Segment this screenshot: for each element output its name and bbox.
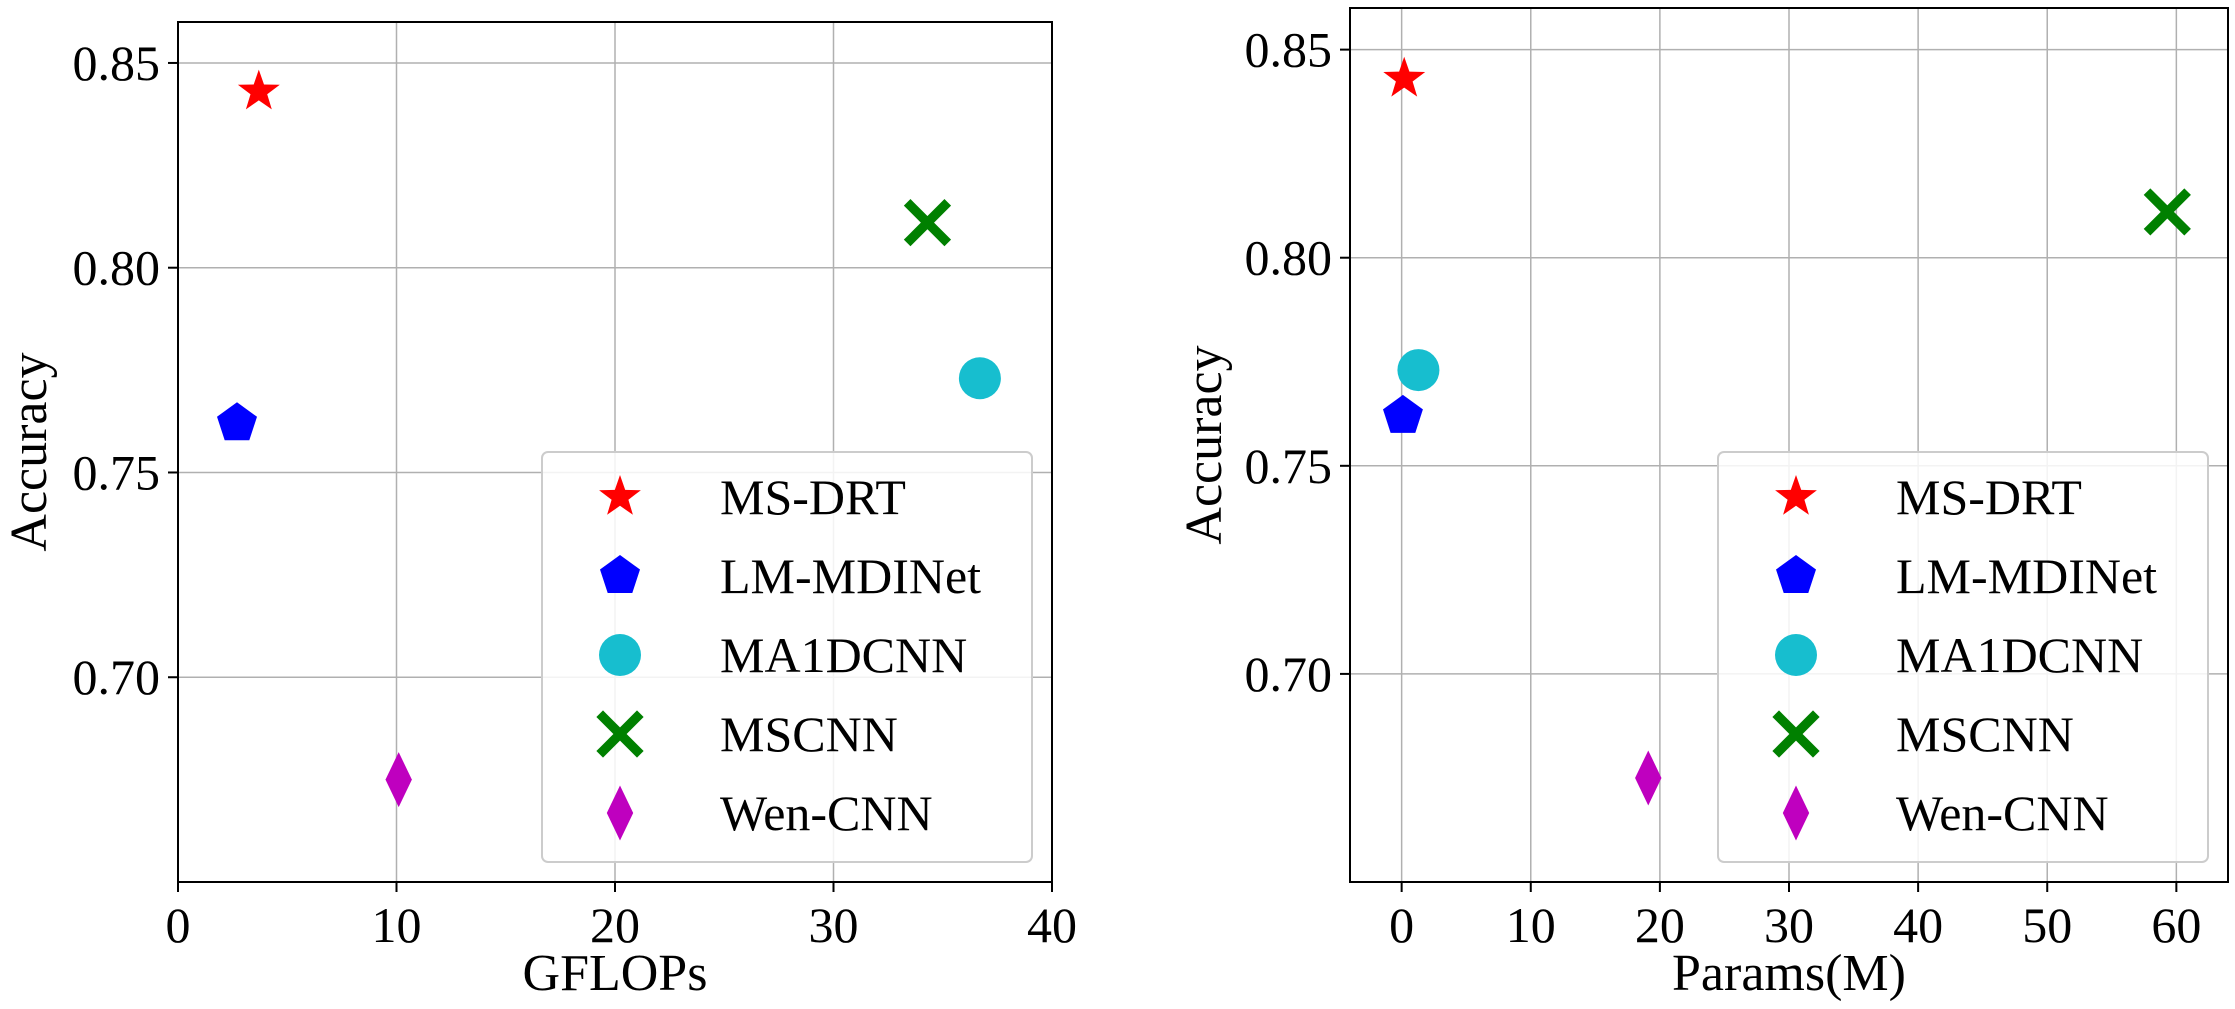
y-tick-label: 0.85 xyxy=(1245,22,1333,78)
y-tick-label: 0.80 xyxy=(73,240,161,296)
legend-marker xyxy=(1775,634,1817,676)
y-tick-label: 0.80 xyxy=(1245,230,1333,286)
x-tick-label: 40 xyxy=(1893,897,1943,953)
legend: MS-DRT LM-MDINet MA1DCNN MSCNN Wen-CNN xyxy=(541,451,1033,863)
chart-panel-1: 0 10 20 30 40 0.70 0.75 0.80 0.85 GFLOPs Accuracy M… xyxy=(1,21,1077,1002)
legend-marker xyxy=(1782,785,1810,841)
legend-marker xyxy=(1775,475,1817,515)
x-tick-label: 10 xyxy=(1506,897,1556,953)
y-tick-label: 0.75 xyxy=(73,444,161,500)
legend-label: MS-DRT xyxy=(1896,469,2082,525)
data-point xyxy=(903,199,952,247)
legend-marker xyxy=(599,475,641,515)
x-tick-label: 60 xyxy=(2151,897,2201,953)
x-axis-label: GFLOPs xyxy=(523,945,708,1002)
y-tick-label: 0.85 xyxy=(73,35,161,91)
x-tick-label: 30 xyxy=(809,897,859,953)
legend-label: LM-MDINet xyxy=(720,548,981,604)
data-point xyxy=(2143,188,2191,236)
legend-label: MS-DRT xyxy=(720,469,906,525)
y-axis-label: Accuracy xyxy=(1,352,58,551)
x-tick-label: 20 xyxy=(590,897,640,953)
x-tick-label: 40 xyxy=(1027,897,1077,953)
x-tick-label: 0 xyxy=(1389,897,1414,953)
legend-marker xyxy=(606,785,634,841)
data-point xyxy=(1397,349,1440,392)
legend-label: LM-MDINet xyxy=(1896,548,2157,604)
data-point xyxy=(385,752,412,808)
y-tick-label: 0.70 xyxy=(1245,646,1333,702)
legend-marker xyxy=(1772,710,1820,758)
data-point xyxy=(958,357,1001,400)
x-tick-label: 20 xyxy=(1635,897,1685,953)
x-axis-label: Params(M) xyxy=(1672,945,1906,1002)
y-tick-label: 0.75 xyxy=(1245,438,1333,494)
y-axis-label: Accuracy xyxy=(1176,345,1233,544)
legend-box xyxy=(541,451,1033,863)
x-tick-label: 10 xyxy=(372,897,422,953)
legend-label: MA1DCNN xyxy=(720,627,967,683)
legend-box xyxy=(1717,451,2209,863)
legend-label: MA1DCNN xyxy=(1896,627,2143,683)
y-tick-label: 0.70 xyxy=(73,649,161,705)
legend-label: Wen-CNN xyxy=(1896,785,2109,841)
x-tick-label: 0 xyxy=(166,897,191,953)
legend: MS-DRT LM-MDINet MA1DCNN MSCNN Wen-CNN xyxy=(1717,451,2209,863)
legend-marker xyxy=(599,634,641,676)
legend-label: MSCNN xyxy=(720,706,898,762)
data-point xyxy=(1383,56,1426,97)
legend-marker xyxy=(596,710,644,758)
data-point xyxy=(217,402,257,441)
x-tick-label: 50 xyxy=(2022,897,2072,953)
legend-marker xyxy=(600,555,640,593)
legend-label: MSCNN xyxy=(1896,706,2074,762)
x-tick-label: 30 xyxy=(1764,897,1814,953)
chart-panel-2: 0 10 20 30 40 50 60 0.70 0.75 0.80 0.85 Params(M) Ac… xyxy=(1176,7,2229,1002)
legend-marker xyxy=(1776,555,1816,593)
data-point xyxy=(1635,750,1662,806)
legend-label: Wen-CNN xyxy=(720,785,933,841)
data-point xyxy=(1383,394,1423,433)
data-point xyxy=(237,69,280,110)
